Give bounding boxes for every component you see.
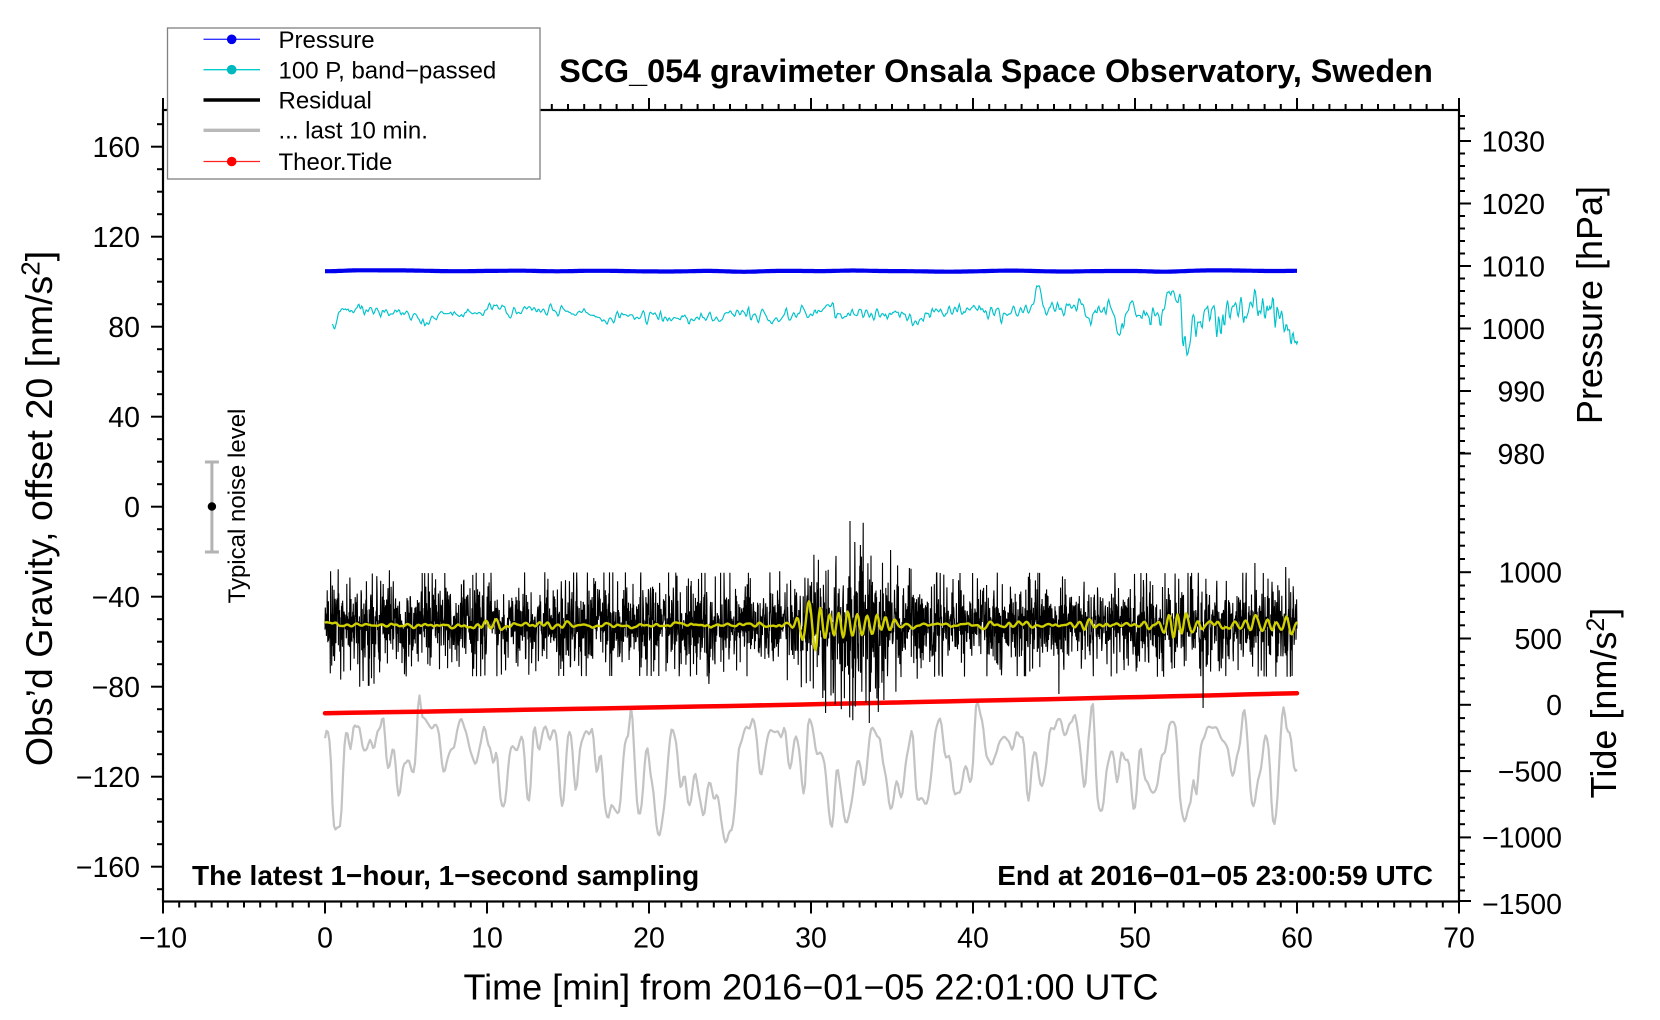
svg-text:Pressure [hPa]: Pressure [hPa] <box>1569 186 1610 424</box>
svg-text:−160: −160 <box>76 852 140 884</box>
svg-text:0: 0 <box>317 923 333 955</box>
svg-text:40: 40 <box>957 923 989 955</box>
svg-text:Obs’d Gravity, offset 20 [nm/s: Obs’d Gravity, offset 20 [nm/s2] <box>16 251 61 766</box>
svg-text:980: 980 <box>1497 439 1545 471</box>
svg-text:−1500: −1500 <box>1482 889 1562 921</box>
svg-text:500: 500 <box>1514 624 1562 656</box>
svg-text:−1000: −1000 <box>1482 823 1562 855</box>
svg-text:... last 10 min.: ... last 10 min. <box>279 118 428 145</box>
svg-text:End at 2016−01−05 23:00:59 UTC: End at 2016−01−05 23:00:59 UTC <box>997 860 1433 891</box>
svg-text:The latest 1−hour, 1−second sa: The latest 1−hour, 1−second sampling <box>192 860 699 891</box>
svg-text:Time [min] from 2016−01−05 22:: Time [min] from 2016−01−05 22:01:00 UTC <box>463 967 1158 1008</box>
svg-text:−80: −80 <box>92 672 140 704</box>
svg-text:Typical noise level: Typical noise level <box>224 409 251 604</box>
svg-text:1030: 1030 <box>1482 126 1545 158</box>
svg-text:160: 160 <box>92 132 140 164</box>
svg-text:Pressure: Pressure <box>279 27 375 54</box>
svg-text:−40: −40 <box>92 582 140 614</box>
svg-text:30: 30 <box>795 923 827 955</box>
svg-text:70: 70 <box>1443 923 1475 955</box>
svg-text:120: 120 <box>92 222 140 254</box>
svg-text:80: 80 <box>108 312 140 344</box>
svg-text:−500: −500 <box>1498 756 1562 788</box>
svg-text:−120: −120 <box>76 762 140 794</box>
svg-text:1020: 1020 <box>1482 189 1545 221</box>
svg-text:1000: 1000 <box>1499 558 1562 590</box>
svg-text:Tide [nm/s2]: Tide [nm/s2] <box>1582 608 1624 799</box>
svg-text:60: 60 <box>1281 923 1313 955</box>
svg-text:0: 0 <box>124 492 140 524</box>
svg-text:990: 990 <box>1497 376 1545 408</box>
svg-text:10: 10 <box>471 923 503 955</box>
svg-text:Residual: Residual <box>279 87 372 114</box>
svg-text:0: 0 <box>1546 690 1562 722</box>
svg-text:1000: 1000 <box>1482 314 1545 346</box>
svg-text:20: 20 <box>633 923 665 955</box>
svg-text:SCG_054 gravimeter Onsala Spac: SCG_054 gravimeter Onsala Space Observat… <box>559 53 1433 89</box>
svg-text:100 P, band−passed: 100 P, band−passed <box>279 57 497 84</box>
svg-text:Theor.Tide: Theor.Tide <box>279 149 393 176</box>
svg-text:−10: −10 <box>139 923 187 955</box>
svg-text:40: 40 <box>108 402 140 434</box>
svg-text:50: 50 <box>1119 923 1151 955</box>
svg-text:1010: 1010 <box>1482 251 1545 283</box>
